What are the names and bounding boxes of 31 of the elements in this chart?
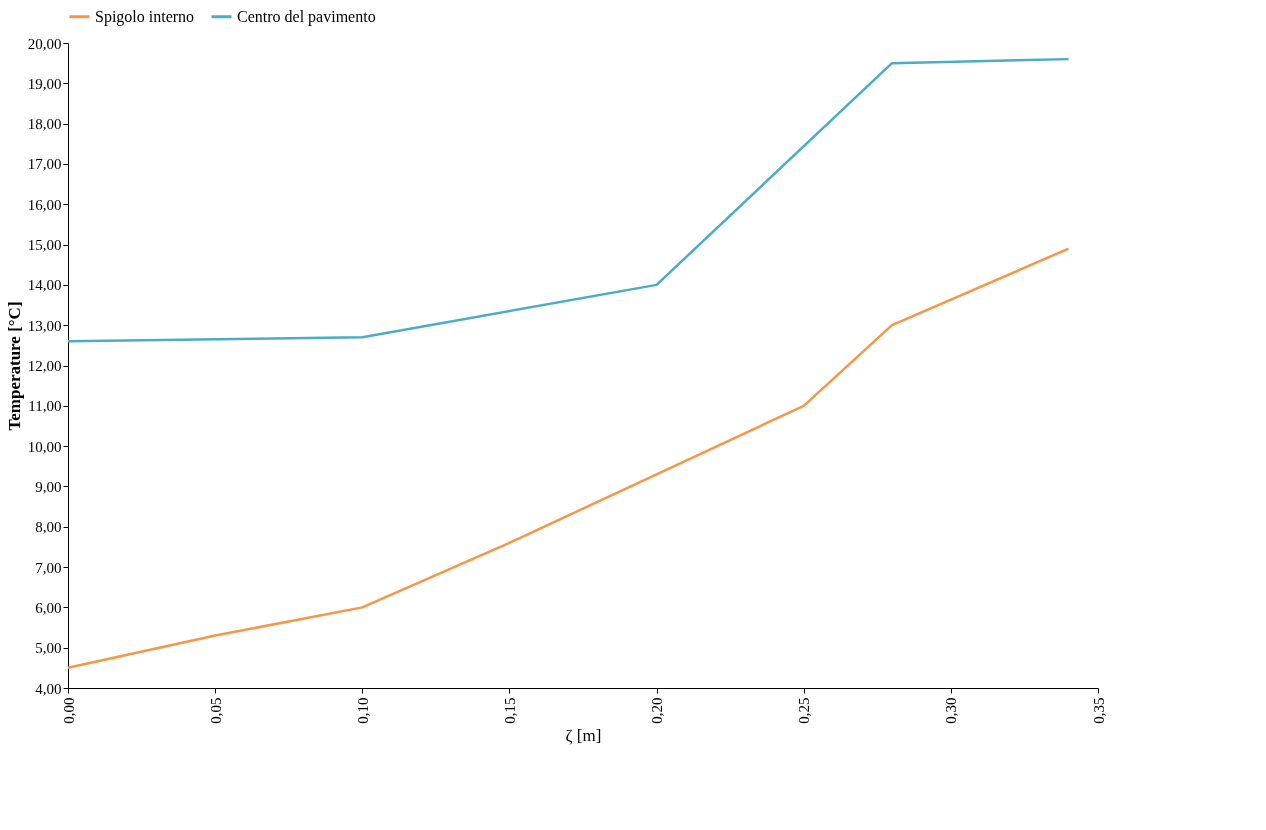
x-tick-label: 0,20 xyxy=(649,697,666,724)
y-tick-label: 17,00 xyxy=(27,156,62,173)
y-tick-label: 6,00 xyxy=(35,599,62,616)
x-axis-title: ζ [m] xyxy=(565,725,602,745)
legend-label: Spigolo interno xyxy=(95,7,195,26)
y-tick-label: 11,00 xyxy=(28,398,62,415)
y-tick-label: 14,00 xyxy=(27,277,62,294)
y-tick-label: 20,00 xyxy=(27,35,62,52)
x-tick-label: 0,15 xyxy=(501,697,518,724)
y-tick-label: 10,00 xyxy=(27,438,62,455)
y-tick-label: 4,00 xyxy=(35,680,62,697)
y-tick-label: 13,00 xyxy=(27,317,62,334)
x-tick-label: 0,25 xyxy=(796,697,813,724)
y-tick-label: 9,00 xyxy=(35,478,62,495)
x-tick-label: 0,00 xyxy=(60,697,77,724)
y-axis-title: Temperature [°C] xyxy=(4,301,24,431)
y-tick-label: 7,00 xyxy=(35,559,62,576)
legend-label: Centro del pavimento xyxy=(237,7,376,26)
line-series xyxy=(66,247,1070,670)
x-tick-label: 0,30 xyxy=(943,697,960,724)
y-tick-label: 5,00 xyxy=(35,640,62,657)
y-tick-label: 16,00 xyxy=(27,196,62,213)
x-tick-label: 0,35 xyxy=(1090,697,1107,724)
x-tick-label: 0,10 xyxy=(354,697,371,724)
y-tick-label: 8,00 xyxy=(35,519,62,536)
x-tick-label: 0,05 xyxy=(207,697,224,724)
y-tick-label: 12,00 xyxy=(27,358,62,374)
y-tick-label: 18,00 xyxy=(27,116,62,133)
y-tick-label: 15,00 xyxy=(27,237,62,254)
y-tick-label: 19,00 xyxy=(27,75,62,92)
line-series xyxy=(66,57,1070,343)
